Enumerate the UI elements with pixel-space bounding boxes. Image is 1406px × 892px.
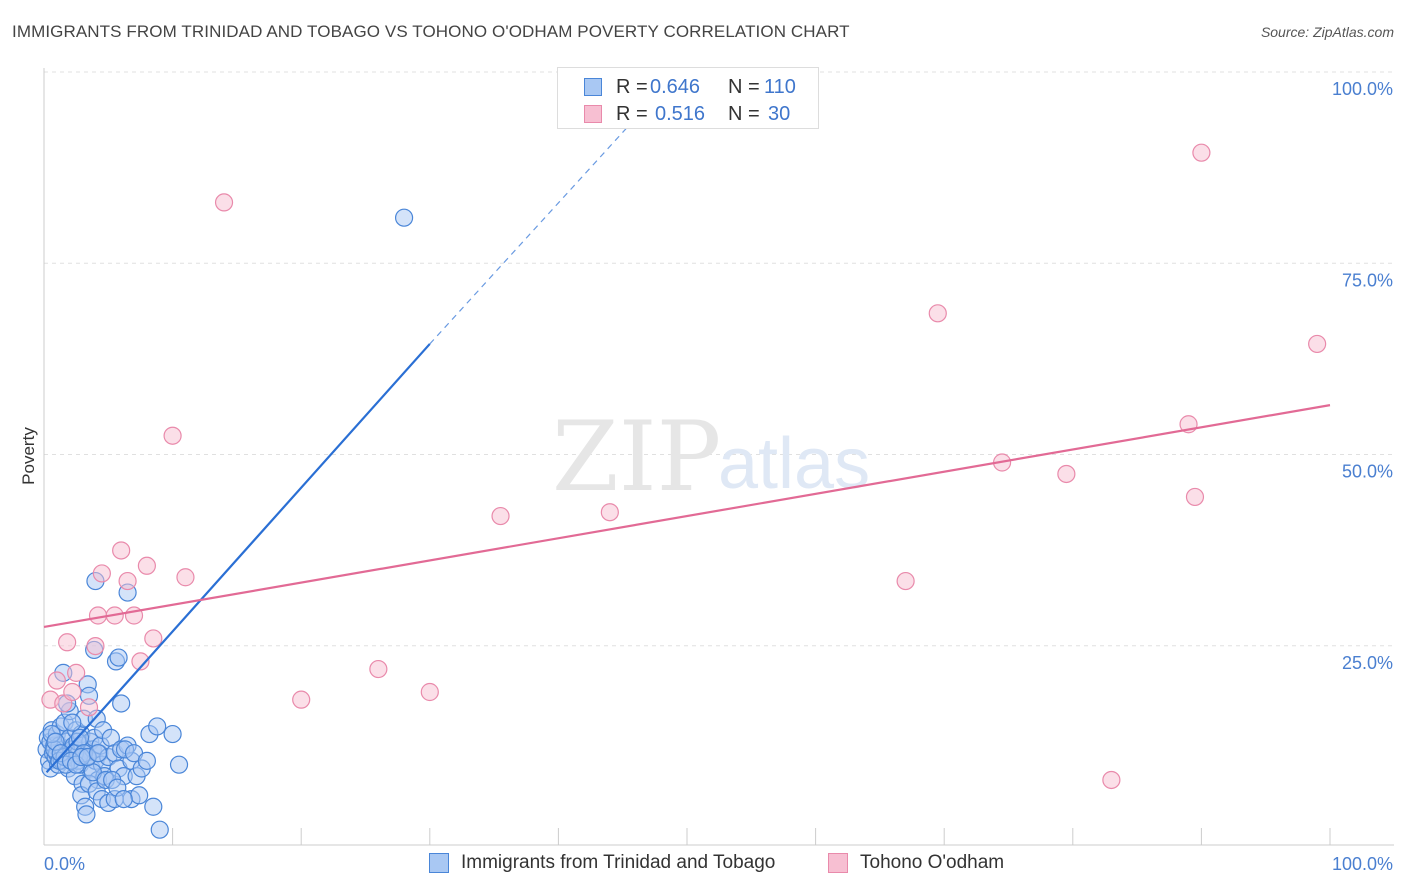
point-tohono: [47, 671, 66, 690]
point-tohono: [1102, 770, 1121, 790]
legend-n-value: 30: [768, 103, 791, 125]
point-tohono: [131, 652, 150, 671]
legend-n-value: 110: [764, 76, 796, 98]
point-tohono: [92, 564, 111, 583]
tick-labels: 25.0% 50.0% 75.0% 100.0% 0.0% 100.0%: [44, 79, 1393, 874]
point-tohono: [67, 663, 86, 682]
trendline-trinidad: [45, 343, 431, 774]
point-trinidad: [109, 648, 128, 667]
trendline-trinidad-extension: [429, 117, 637, 345]
legend-r-label: R =: [616, 76, 648, 98]
watermark-zip: ZIP: [552, 401, 721, 513]
point-tohono: [112, 541, 131, 560]
series-trinidad-points: [37, 208, 414, 839]
point-trinidad: [77, 805, 96, 824]
point-tohono: [1308, 334, 1327, 354]
legend-r-label: R =: [616, 103, 648, 125]
point-tohono: [86, 636, 105, 656]
legend-swatch-blue: [584, 78, 602, 96]
bottom-legend-label: Tohono O'odham: [860, 852, 1005, 873]
watermark: ZIP atlas: [552, 401, 870, 513]
point-trinidad: [163, 724, 182, 744]
point-trinidad: [148, 717, 167, 736]
bottom-legend-swatch-blue: [429, 853, 449, 873]
watermark-atlas: atlas: [718, 424, 870, 504]
point-tohono: [79, 698, 99, 717]
point-tohono: [491, 506, 510, 526]
axes: [43, 68, 1394, 846]
y-tick-label: 100.0%: [1332, 79, 1393, 99]
legend-r-value: 0.516: [655, 103, 706, 125]
point-tohono: [88, 606, 108, 625]
point-tohono: [58, 633, 77, 652]
point-trinidad: [144, 797, 163, 816]
point-trinidad: [70, 728, 90, 748]
point-tohono: [369, 659, 388, 679]
legend-row-trinidad: R = 0.646 N = 110: [558, 74, 820, 100]
y-axis-title: Poverty: [19, 427, 38, 485]
point-tohono: [1185, 487, 1205, 507]
y-tick-label: 25.0%: [1342, 653, 1393, 673]
point-trinidad: [63, 713, 82, 732]
point-tohono: [1057, 464, 1076, 484]
correlation-legend: R = 0.646 N = 110 R = 0.516 N = 30: [557, 67, 819, 129]
legend-swatch-pink: [584, 105, 602, 123]
chart-source: Source: ZipAtlas.com: [1260, 24, 1394, 40]
point-tohono: [63, 682, 82, 702]
point-trinidad: [169, 755, 189, 774]
y-tick-label: 50.0%: [1342, 462, 1393, 482]
legend-n-label: N =: [728, 103, 760, 125]
point-tohono: [292, 690, 311, 709]
point-trinidad: [114, 789, 133, 809]
x-tick-label: 0.0%: [44, 854, 85, 874]
point-tohono: [176, 568, 195, 587]
bottom-legend-label: Immigrants from Trinidad and Tobago: [461, 852, 776, 873]
point-tohono: [420, 682, 439, 702]
bottom-legend-swatch-pink: [828, 853, 848, 873]
point-trinidad: [150, 820, 169, 839]
series-tohono-points: [41, 143, 1327, 790]
legend-r-value: 0.646: [650, 76, 701, 98]
point-tohono: [600, 503, 619, 522]
point-tohono: [163, 426, 182, 445]
grid-lines: [44, 71, 1394, 647]
point-trinidad: [112, 694, 131, 713]
trend-lines: [43, 117, 1331, 774]
point-tohono: [928, 304, 947, 323]
y-tick-label: 75.0%: [1342, 270, 1393, 290]
point-tohono: [214, 193, 234, 212]
point-tohono: [1192, 143, 1211, 162]
legend-row-tohono: R = 0.516 N = 30: [558, 101, 820, 127]
trendline-tohono: [43, 404, 1331, 629]
point-tohono: [118, 571, 137, 591]
point-tohono: [144, 629, 163, 648]
point-tohono: [137, 556, 156, 575]
point-trinidad: [130, 786, 149, 805]
point-trinidad: [137, 751, 156, 770]
chart-title: IMMIGRANTS FROM TRINIDAD AND TOBAGO VS T…: [12, 22, 850, 41]
point-tohono: [896, 571, 915, 591]
point-trinidad: [394, 208, 414, 227]
legend-n-label: N =: [728, 76, 760, 98]
point-trinidad: [88, 744, 108, 763]
x-tick-label: 100.0%: [1332, 854, 1393, 874]
